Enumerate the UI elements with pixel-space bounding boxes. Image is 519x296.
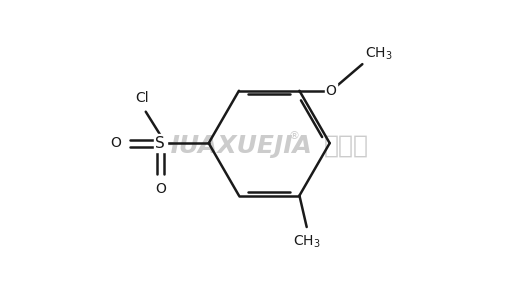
Text: O: O [111, 136, 121, 150]
Text: CH$_3$: CH$_3$ [293, 233, 321, 250]
Text: O: O [155, 182, 166, 196]
Text: Cl: Cl [135, 91, 148, 105]
Text: HUAXUEJIA: HUAXUEJIA [158, 133, 312, 157]
Text: S: S [155, 136, 165, 151]
Text: CH$_3$: CH$_3$ [365, 45, 392, 62]
Text: ®: ® [289, 131, 300, 141]
Text: O: O [325, 84, 336, 98]
Text: 化学加: 化学加 [324, 133, 369, 157]
